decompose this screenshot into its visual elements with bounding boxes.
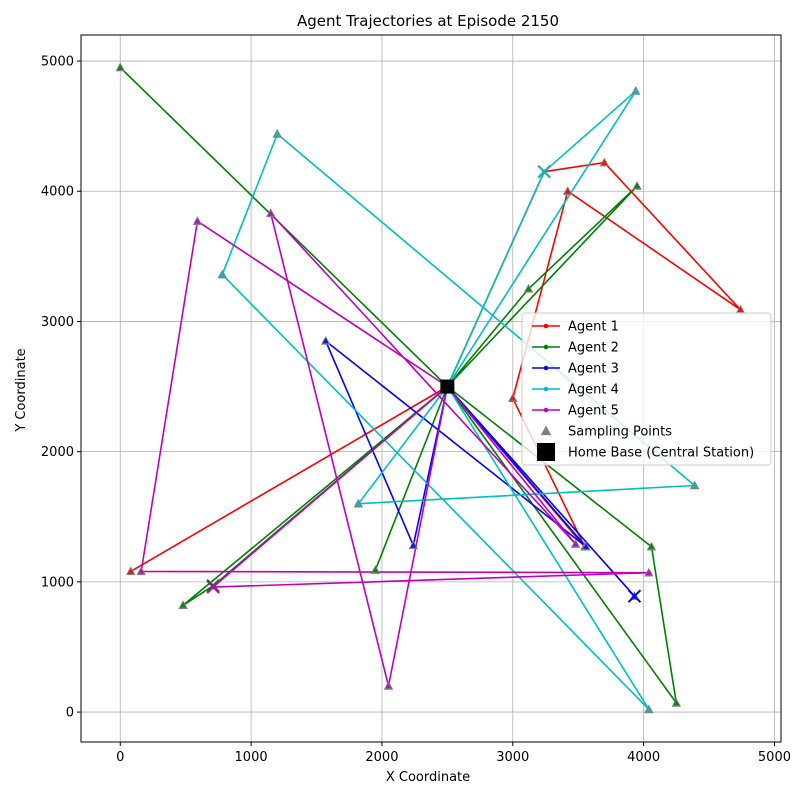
legend-marker-agent-4 [543,386,549,392]
trajectory-markers [115,62,746,714]
home-base-marker [440,379,455,394]
agent-3-end-marker [627,589,642,603]
y-axis-label: Y Coordinate [14,348,29,432]
agent-2-sampling-point [117,64,124,70]
home-base-marker-group [440,379,455,394]
x-axis-label: X Coordinate [386,770,470,785]
agent-5-sampling-point [194,217,201,224]
y-axis-ticks: 0 1000 2000 3000 4000 5000 [41,55,81,721]
agent-4-end-marker [537,165,551,179]
plot-area [81,35,781,742]
agent-4-sampling-point [274,130,281,137]
agent-2-sampling-point [634,182,641,189]
agent-1-sampling-point [601,159,608,165]
agent-4-trajectory-line [221,90,696,711]
agent-4-sampling-point [645,706,652,712]
agent-1-sampling-point [737,306,744,313]
agent-5-sampling-point [267,210,274,216]
legend-label-sampling-points: Sampling Points [568,425,672,440]
legend-marker-agent-2 [543,344,549,350]
agent-2-sampling-point [648,543,655,550]
legend: Agent 1 Agent 2 Agent 3 Agent 4 Agent 5 Sampl… [521,312,772,466]
agent-3-sampling-point [322,337,329,344]
agent-2-sampling-point [372,566,379,573]
x-tick-label: 0 [116,750,124,765]
x-tick-label: 1000 [235,750,268,765]
agent-1-sampling-point [564,188,571,194]
legend-marker-agent-5 [543,407,549,413]
x-tick-label: 5000 [758,750,791,765]
y-tick-label: 0 [66,706,74,721]
agent-1-sampling-point [509,395,516,401]
agent-3-sampling-point [583,543,590,550]
agent-2-sampling-point [525,285,532,292]
agent-3-sampling-point [410,542,417,548]
agent-5-sampling-point [138,568,145,574]
legend-marker-sampling-points [540,425,552,436]
y-tick-label: 2000 [41,445,74,460]
legend-label-agent-5: Agent 5 [568,404,619,419]
x-tick-label: 3000 [496,750,529,765]
agent-5-trajectory-line [140,212,650,687]
x-tick-label: 4000 [627,750,660,765]
x-axis-ticks: 0 1000 2000 3000 4000 5000 [116,742,791,765]
agent-5-sampling-point [385,682,392,689]
x-tick-label: 2000 [365,750,398,765]
y-tick-label: 4000 [41,185,74,200]
legend-label-agent-1: Agent 1 [568,320,619,335]
agent-5-end-marker [206,580,220,594]
agent-5-sampling-point [645,569,652,576]
agent-1-sampling-point [127,568,134,574]
legend-label-home-base: Home Base (Central Station) [568,446,754,461]
legend-marker-agent-1 [543,323,549,329]
agent-1-trajectory-line [129,161,742,573]
agent-4-sampling-point [632,87,639,94]
legend-box [521,312,772,466]
legend-label-agent-2: Agent 2 [568,341,619,356]
agent-4-sampling-point [691,482,698,488]
legend-marker-home-base [537,443,555,461]
y-tick-label: 1000 [41,575,74,590]
legend-marker-agent-3 [543,365,549,371]
chart-title: Agent Trajectories at Episode 2150 [297,12,559,30]
legend-label-agent-3: Agent 3 [568,362,619,377]
agent-5-sampling-point [572,540,579,547]
legend-label-agent-4: Agent 4 [568,383,619,398]
y-tick-label: 5000 [41,55,74,70]
agent-2-sampling-point [180,602,187,608]
y-tick-label: 3000 [41,315,74,330]
axes-frame [80,34,782,743]
agent-4-sampling-point [219,271,226,277]
agent-4-sampling-point [355,500,362,507]
agent-2-sampling-point [673,699,680,706]
